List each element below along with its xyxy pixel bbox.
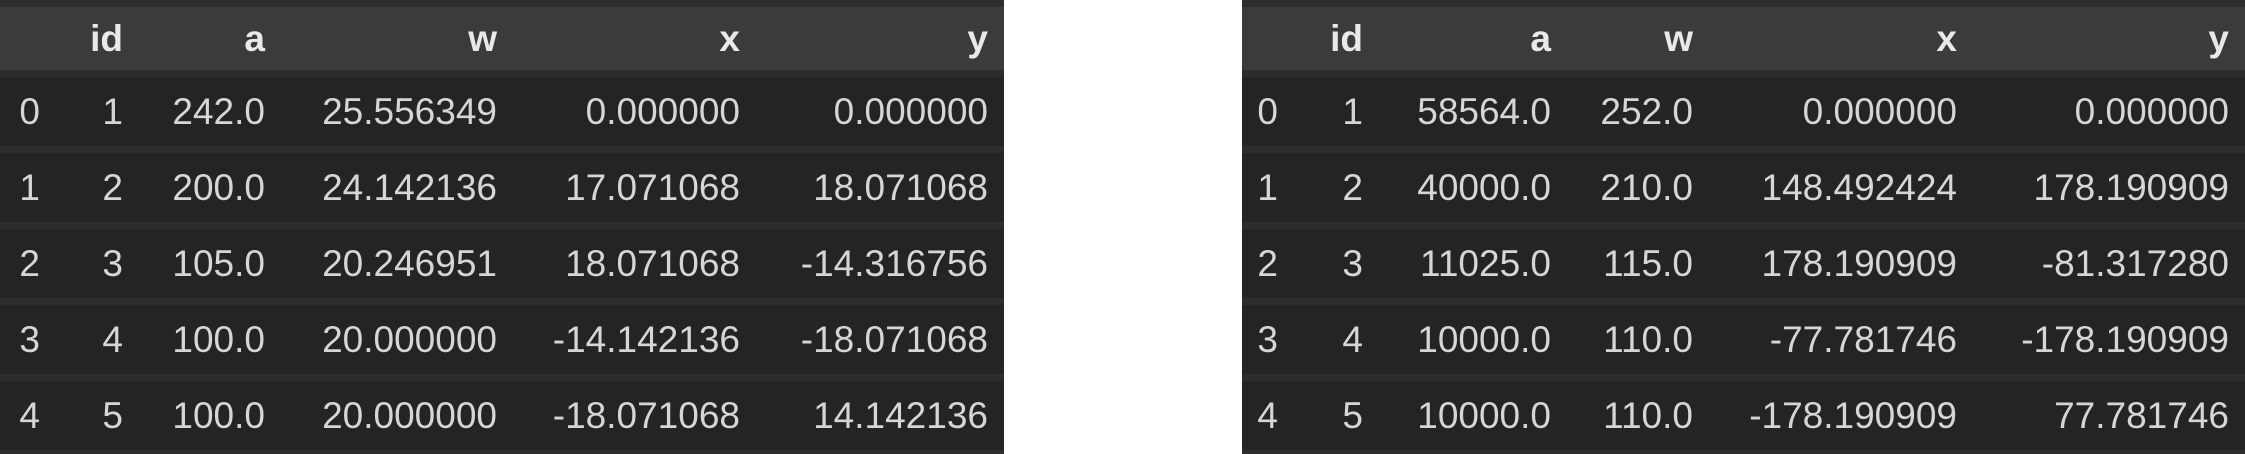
cell-y: -81.317280: [1973, 229, 2245, 298]
dataframe-table: id a w x y 0 1 58564.0 252.0 0.000000 0.000000 1 2 4…: [1242, 0, 2245, 454]
cell-a: 242.0: [139, 77, 281, 146]
table-row: 0 1 58564.0 252.0 0.000000 0.000000: [1242, 77, 2245, 146]
row-index: 4: [1242, 381, 1294, 450]
table-row: 4 5 10000.0 110.0 -178.190909 77.781746: [1242, 381, 2245, 450]
cell-x: 0.000000: [513, 77, 756, 146]
cell-id: 2: [1294, 153, 1379, 222]
cell-a: 100.0: [139, 381, 281, 450]
cell-w: 20.000000: [281, 381, 513, 450]
cell-x: 18.071068: [513, 229, 756, 298]
column-header-a: a: [139, 7, 281, 70]
row-index: 2: [1242, 229, 1294, 298]
cell-x: -14.142136: [513, 305, 756, 374]
cell-w: 115.0: [1567, 229, 1709, 298]
row-index: 2: [0, 229, 56, 298]
cell-a: 10000.0: [1379, 381, 1567, 450]
cell-w: 20.000000: [281, 305, 513, 374]
column-header-id: id: [1294, 7, 1379, 70]
table-row: 2 3 105.0 20.246951 18.071068 -14.316756: [0, 229, 1004, 298]
table-row: 0 1 242.0 25.556349 0.000000 0.000000: [0, 77, 1004, 146]
cell-a: 40000.0: [1379, 153, 1567, 222]
cell-a: 10000.0: [1379, 305, 1567, 374]
column-header-a: a: [1379, 7, 1567, 70]
dataframe-table: id a w x y 0 1 242.0 25.556349 0.000000 0.000000 1…: [0, 0, 1004, 454]
row-index: 1: [0, 153, 56, 222]
cell-id: 1: [56, 77, 139, 146]
dataframe-right: id a w x y 0 1 58564.0 252.0 0.000000 0.000000 1 2 4…: [1242, 0, 2245, 454]
cell-id: 1: [1294, 77, 1379, 146]
cell-x: 148.492424: [1709, 153, 1973, 222]
cell-x: -178.190909: [1709, 381, 1973, 450]
row-index: 0: [1242, 77, 1294, 146]
row-index: 0: [0, 77, 56, 146]
cell-id: 3: [56, 229, 139, 298]
cell-id: 4: [1294, 305, 1379, 374]
cell-x: 178.190909: [1709, 229, 1973, 298]
cell-id: 5: [56, 381, 139, 450]
row-index: 3: [1242, 305, 1294, 374]
cell-w: 110.0: [1567, 305, 1709, 374]
cell-y: 0.000000: [756, 77, 1004, 146]
column-header-w: w: [1567, 7, 1709, 70]
cell-a: 200.0: [139, 153, 281, 222]
cell-id: 3: [1294, 229, 1379, 298]
cell-y: -14.316756: [756, 229, 1004, 298]
cell-x: 0.000000: [1709, 77, 1973, 146]
dataframe-left: id a w x y 0 1 242.0 25.556349 0.000000 0.000000 1…: [0, 0, 1004, 454]
index-corner-header: [0, 7, 56, 70]
cell-y: 178.190909: [1973, 153, 2245, 222]
cell-y: -18.071068: [756, 305, 1004, 374]
column-header-x: x: [1709, 7, 1973, 70]
row-index: 3: [0, 305, 56, 374]
cell-y: 0.000000: [1973, 77, 2245, 146]
cell-id: 4: [56, 305, 139, 374]
cell-y: 18.071068: [756, 153, 1004, 222]
cell-x: -77.781746: [1709, 305, 1973, 374]
table-row: 3 4 10000.0 110.0 -77.781746 -178.190909: [1242, 305, 2245, 374]
table-row: 1 2 200.0 24.142136 17.071068 18.071068: [0, 153, 1004, 222]
row-index: 1: [1242, 153, 1294, 222]
column-header-w: w: [281, 7, 513, 70]
header-row: id a w x y: [1242, 7, 2245, 70]
cell-id: 2: [56, 153, 139, 222]
column-header-id: id: [56, 7, 139, 70]
cell-y: 77.781746: [1973, 381, 2245, 450]
cell-id: 5: [1294, 381, 1379, 450]
column-header-x: x: [513, 7, 756, 70]
row-index: 4: [0, 381, 56, 450]
cell-w: 110.0: [1567, 381, 1709, 450]
cell-y: 14.142136: [756, 381, 1004, 450]
cell-w: 252.0: [1567, 77, 1709, 146]
cell-a: 11025.0: [1379, 229, 1567, 298]
column-header-y: y: [1973, 7, 2245, 70]
header-row: id a w x y: [0, 7, 1004, 70]
cell-a: 100.0: [139, 305, 281, 374]
cell-y: -178.190909: [1973, 305, 2245, 374]
cell-x: 17.071068: [513, 153, 756, 222]
cell-x: -18.071068: [513, 381, 756, 450]
cell-w: 25.556349: [281, 77, 513, 146]
table-row: 4 5 100.0 20.000000 -18.071068 14.142136: [0, 381, 1004, 450]
cell-a: 58564.0: [1379, 77, 1567, 146]
cell-w: 24.142136: [281, 153, 513, 222]
table-row: 1 2 40000.0 210.0 148.492424 178.190909: [1242, 153, 2245, 222]
cell-w: 20.246951: [281, 229, 513, 298]
table-row: 3 4 100.0 20.000000 -14.142136 -18.071068: [0, 305, 1004, 374]
column-header-y: y: [756, 7, 1004, 70]
index-corner-header: [1242, 7, 1294, 70]
cell-w: 210.0: [1567, 153, 1709, 222]
table-row: 2 3 11025.0 115.0 178.190909 -81.317280: [1242, 229, 2245, 298]
cell-a: 105.0: [139, 229, 281, 298]
